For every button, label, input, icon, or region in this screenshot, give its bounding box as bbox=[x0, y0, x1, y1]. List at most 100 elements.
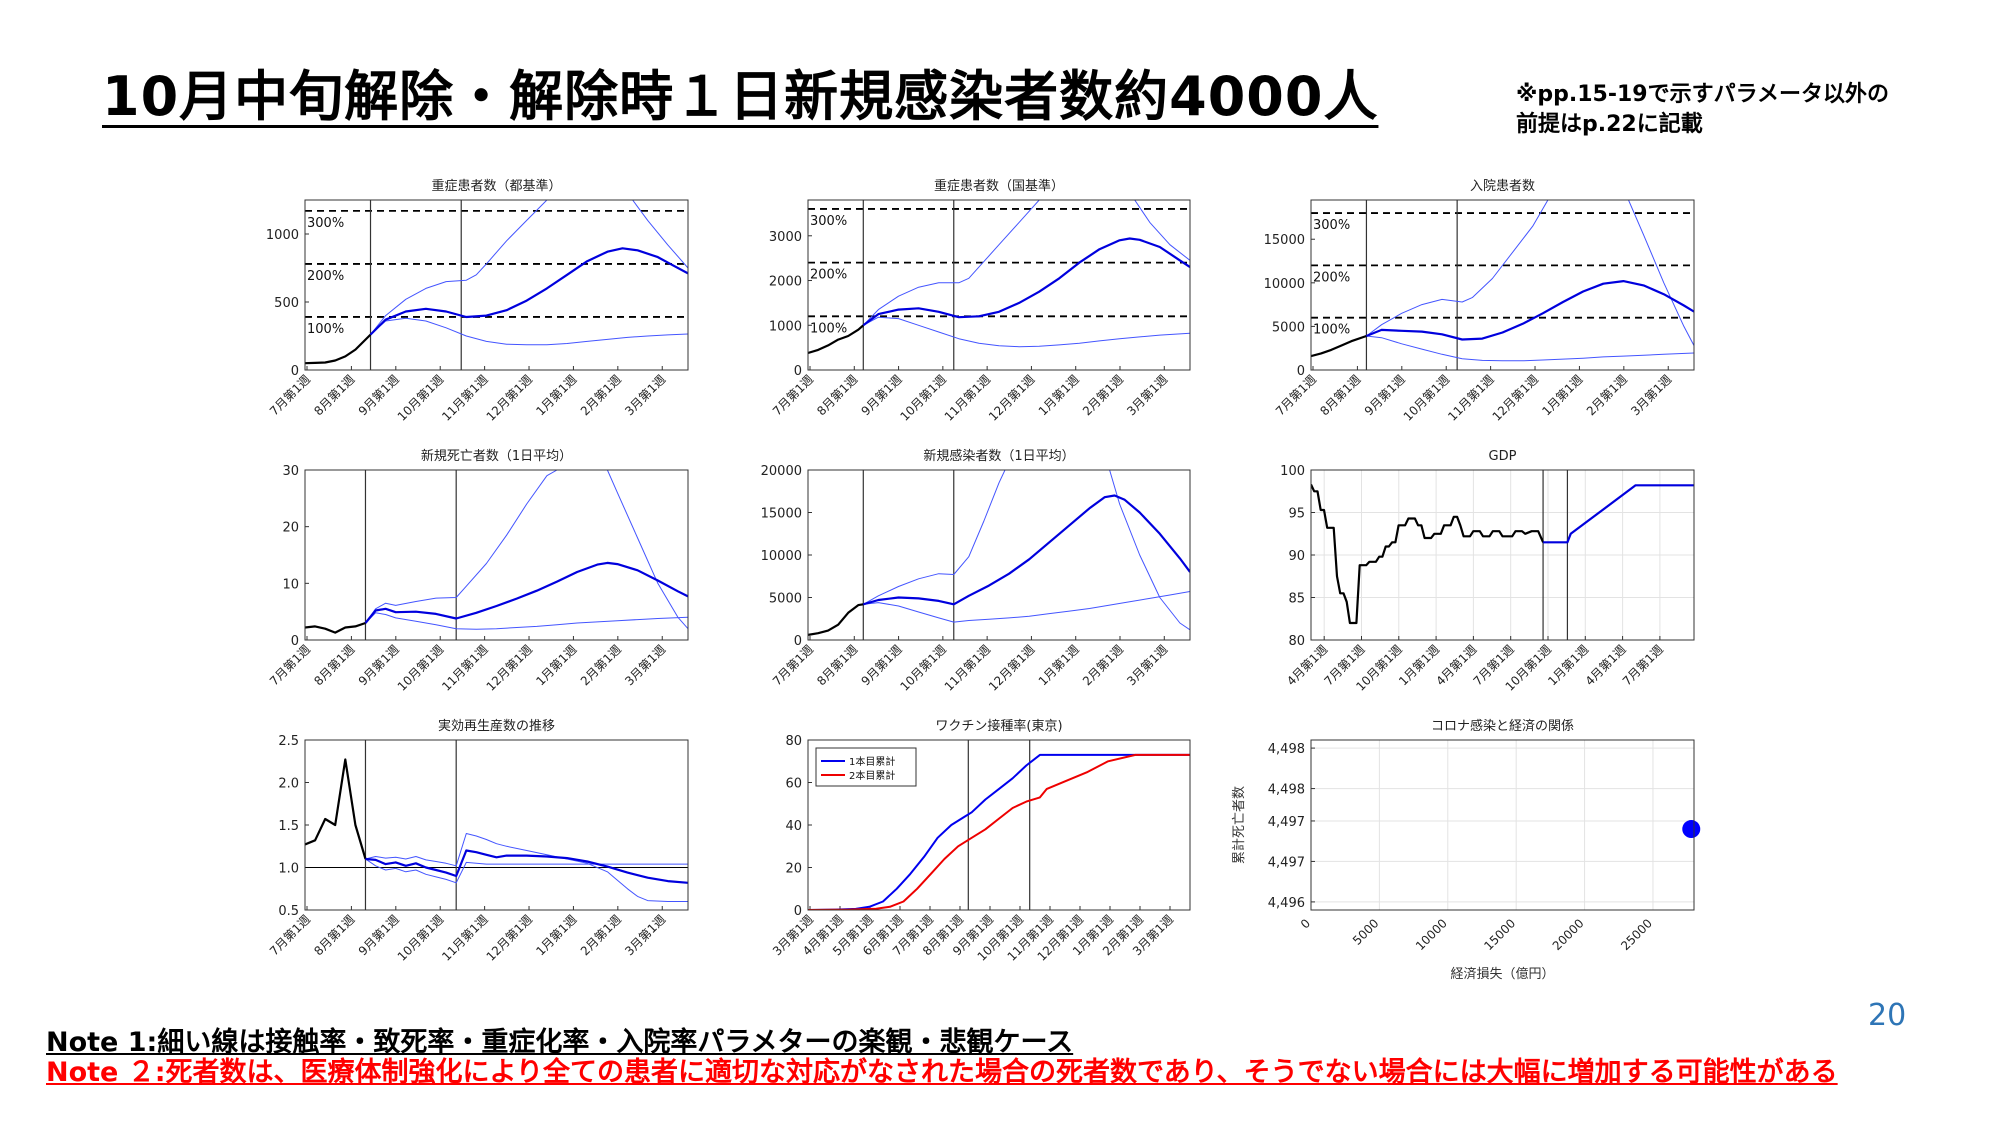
chart-title: ワクチン接種率(東京) bbox=[935, 718, 1062, 734]
x-tick-label: 10月第1週 bbox=[897, 372, 949, 424]
y-tick-label: 60 bbox=[785, 777, 802, 792]
y-tick-label: 2.0 bbox=[278, 777, 299, 792]
y-tick-label: 10000 bbox=[761, 549, 802, 564]
scenario-pessimistic-line bbox=[863, 470, 1006, 605]
capacity-label: 300% bbox=[307, 216, 344, 231]
plot-area bbox=[808, 740, 1190, 910]
y-tick-label: 1000 bbox=[266, 228, 299, 243]
x-tick-label: 12月第1週 bbox=[986, 642, 1038, 694]
chart-vaccine: ワクチン接種率(東京)0204060803月第1週4月第1週5月第1週6月第1週… bbox=[770, 718, 1191, 964]
x-tick-label: 2月第1週 bbox=[578, 912, 624, 958]
plot-frame bbox=[1310, 469, 1695, 641]
chart-title: 入院患者数 bbox=[1470, 179, 1535, 194]
historical-line bbox=[1311, 484, 1545, 625]
x-tick-label: 8月第1週 bbox=[814, 642, 860, 688]
x-tick-label: 9月第1週 bbox=[356, 642, 402, 688]
scenario-optimistic-line bbox=[1366, 335, 1694, 362]
x-tick-label: 11月第1週 bbox=[1445, 372, 1497, 424]
x-tick-label: 12月第1週 bbox=[484, 642, 536, 694]
chart-title: 重症患者数（都基準） bbox=[431, 178, 561, 194]
x-tick-label: 10月第1週 bbox=[897, 642, 949, 694]
y-tick-label: 0.5 bbox=[278, 904, 299, 919]
x-tick-label: 15000 bbox=[1481, 916, 1518, 953]
baseline-line bbox=[1365, 280, 1694, 341]
chart-title: コロナ感染と経済の関係 bbox=[1431, 718, 1574, 734]
capacity-label: 200% bbox=[810, 268, 847, 283]
x-tick-label: 1月第1週 bbox=[1036, 642, 1082, 688]
chart-severe-national: 重症患者数（国基準）01000200030007月第1週8月第1週9月第1週10… bbox=[769, 178, 1191, 424]
x-tick-label: 12月第1週 bbox=[484, 372, 536, 424]
plot-frame bbox=[807, 469, 1191, 641]
y-tick-label: 0 bbox=[794, 904, 802, 919]
baseline-line bbox=[364, 561, 688, 624]
x-tick-label: 10月第1週 bbox=[395, 372, 447, 424]
chart-title: 新規感染者数（1日平均） bbox=[923, 448, 1074, 464]
x-tick-label: 3月第1週 bbox=[622, 372, 668, 418]
plot-frame bbox=[807, 739, 1191, 911]
x-tick-label: 9月第1週 bbox=[859, 372, 905, 418]
scenario-pessimistic-line bbox=[632, 200, 688, 269]
x-tick-label: 1月第1週 bbox=[533, 372, 579, 418]
chart-gdp: GDP808590951004月第1週7月第1週10月第1週1月第1週4月第1週… bbox=[1280, 449, 1695, 694]
plot-area bbox=[305, 470, 688, 640]
x-tick-label: 11月第1週 bbox=[439, 372, 491, 424]
historical-line bbox=[808, 603, 864, 636]
scenario-optimistic-line bbox=[365, 612, 688, 630]
x-tick-label: 8月第1週 bbox=[814, 372, 860, 418]
y-tick-label: 85 bbox=[1288, 592, 1305, 607]
historical-line bbox=[305, 758, 367, 860]
chart-title: 実効再生産数の推移 bbox=[438, 718, 555, 734]
chart-title: 重症患者数（国基準） bbox=[934, 178, 1064, 194]
baseline-line bbox=[1543, 484, 1694, 544]
y-tick-label: 10 bbox=[282, 577, 299, 592]
x-tick-label: 9月第1週 bbox=[1362, 372, 1408, 418]
capacity-label: 200% bbox=[307, 269, 344, 284]
scenario-optimistic-line bbox=[863, 316, 1190, 348]
y-tick-label: 20 bbox=[785, 862, 802, 877]
x-tick-label: 9月第1週 bbox=[356, 372, 402, 418]
x-tick-label: 3月第1週 bbox=[1628, 372, 1674, 418]
y-tick-label: 3000 bbox=[769, 230, 802, 245]
scenario-pessimistic-line bbox=[606, 470, 688, 630]
y-axis-label: 累計死亡者数 bbox=[1231, 786, 1247, 864]
chart-hospitalized: 入院患者数 0 5000 10000 15000 7月第1週8月第1週9月第1週10月第1… bbox=[1264, 179, 1695, 424]
x-tick-label: 0 bbox=[1298, 916, 1313, 931]
capacity-label: 300% bbox=[1313, 218, 1350, 233]
x-tick-label: 7月第1週 bbox=[770, 372, 816, 418]
y-tick-label: 4,497 bbox=[1268, 815, 1305, 830]
x-tick-label: 7月第1週 bbox=[267, 372, 313, 418]
x-tick-label: 9月第1週 bbox=[356, 912, 402, 958]
x-tick-label: 11月第1週 bbox=[439, 912, 491, 964]
legend-entry: 1本目累計 bbox=[849, 755, 895, 768]
y-tick-label: 95 bbox=[1288, 507, 1305, 522]
note-1: Note 1:細い線は接触率・致死率・重症化率・入院率パラメターの楽観・悲観ケー… bbox=[46, 1027, 1074, 1058]
y-tick-label: 4,497 bbox=[1268, 855, 1305, 870]
y-tick-label: 30 bbox=[282, 464, 299, 479]
x-tick-label: 11月第1週 bbox=[942, 372, 994, 424]
x-tick-label: 8月第1週 bbox=[311, 642, 357, 688]
y-tick-label: 0 bbox=[794, 364, 802, 379]
scenario-pessimistic-line bbox=[1109, 470, 1190, 631]
scatter-point bbox=[1682, 820, 1701, 839]
x-axis-label: 経済損失（億円） bbox=[1450, 966, 1554, 982]
y-tick-label: 0 bbox=[291, 634, 299, 649]
historical-line bbox=[1311, 334, 1367, 358]
x-tick-label: 12月第1週 bbox=[986, 372, 1038, 424]
plot-area bbox=[1311, 470, 1694, 640]
x-tick-label: 7月第1週 bbox=[267, 642, 313, 688]
x-tick-label: 5000 bbox=[1350, 916, 1381, 947]
x-tick-label: 11月第1週 bbox=[439, 642, 491, 694]
scenario-optimistic-line bbox=[365, 858, 688, 884]
x-tick-label: 11月第1週 bbox=[942, 642, 994, 694]
x-tick-label: 7月第1週 bbox=[267, 912, 313, 958]
y-tick-label: 4,496 bbox=[1268, 896, 1305, 911]
chart-rt: 実効再生産数の推移0.51.01.52.02.57月第1週8月第1週9月第1週1… bbox=[267, 718, 689, 964]
plot-area bbox=[808, 470, 1190, 640]
y-tick-label: 0 bbox=[1297, 364, 1305, 379]
y-tick-label: 40 bbox=[785, 819, 802, 834]
chart-severe-tokyo: 重症患者数（都基準）050010007月第1週8月第1週9月第1週10月第1週1… bbox=[266, 178, 689, 424]
chart-deaths: 新規死亡者数（1日平均） 0 10 20 30 7月第1週8月第1週9月第1週10月第1週… bbox=[267, 448, 689, 694]
plot-area bbox=[808, 200, 1190, 370]
plot-area bbox=[305, 200, 688, 370]
